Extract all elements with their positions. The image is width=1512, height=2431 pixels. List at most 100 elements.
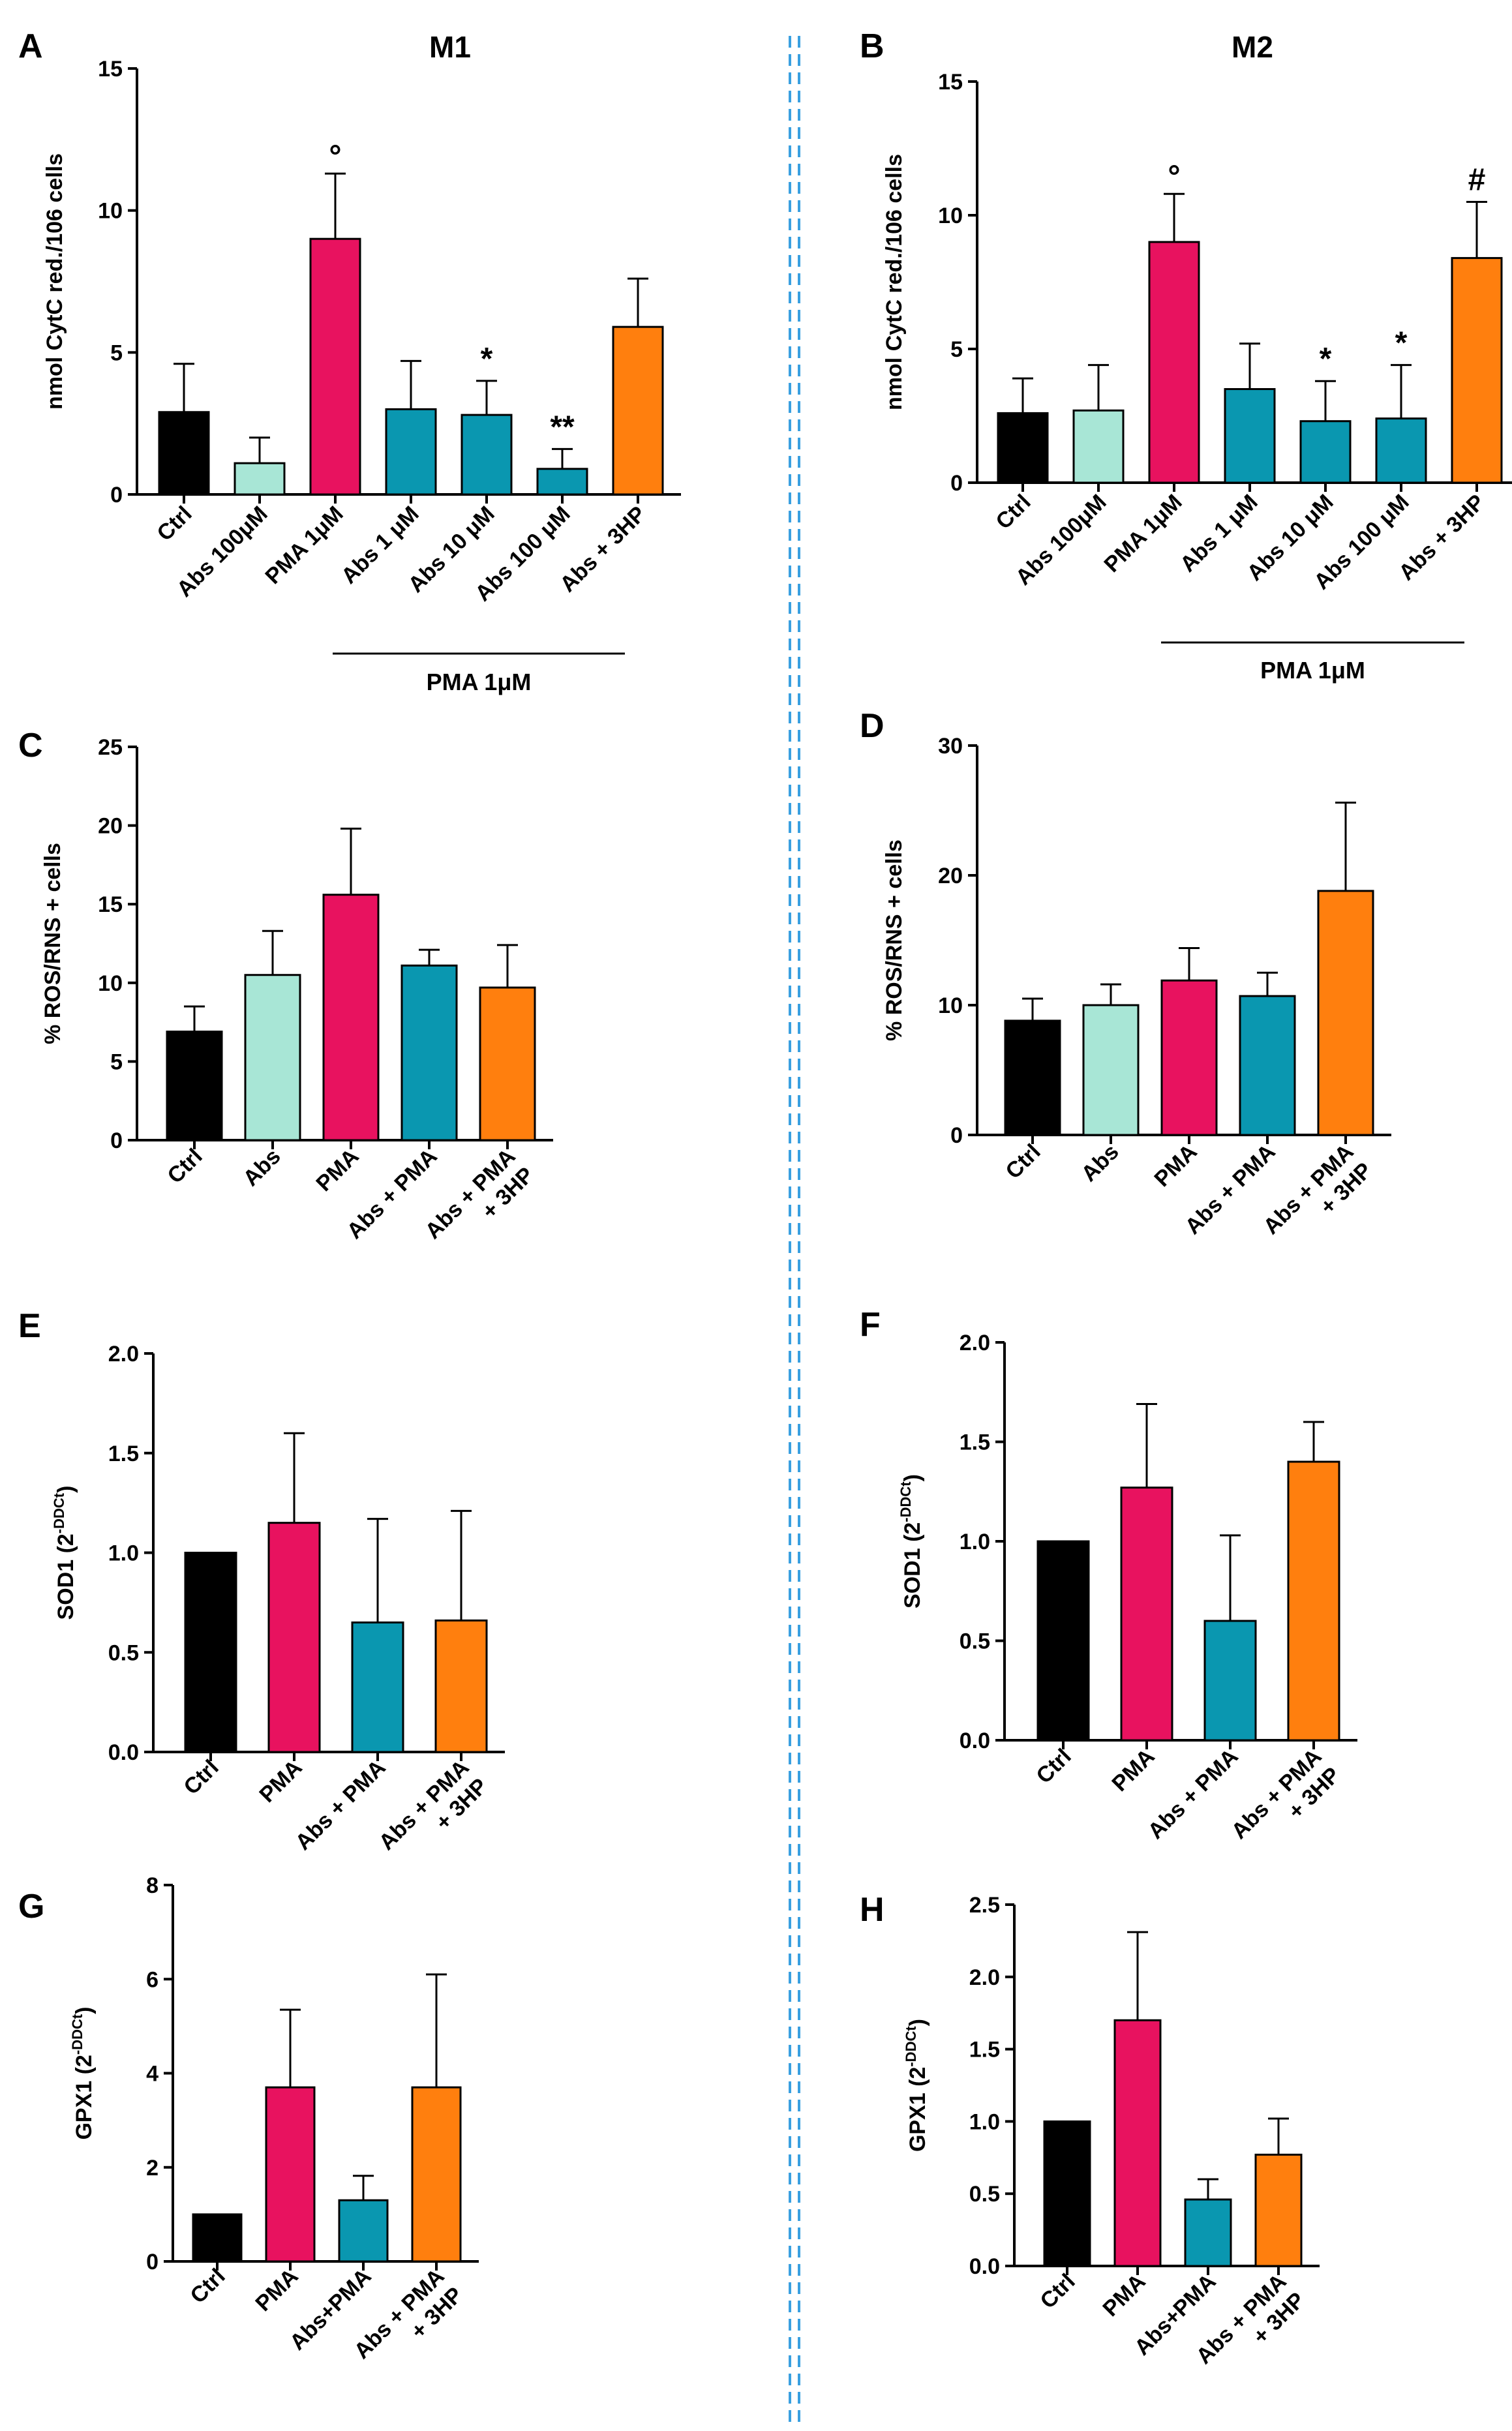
category-label-line: PMA xyxy=(254,1755,307,1807)
y-axis-label-end: ) xyxy=(53,1486,78,1493)
y-tick-label: 30 xyxy=(938,734,963,759)
y-tick-label: 15 xyxy=(98,57,123,82)
bar xyxy=(385,408,437,496)
bar xyxy=(166,1031,223,1141)
bar xyxy=(997,412,1049,484)
y-tick-label: 0.0 xyxy=(960,1729,990,1753)
y-tick-label: 1.5 xyxy=(108,1442,139,1466)
category-label-line: Ctrl xyxy=(179,1755,223,1800)
y-tick-label: 2 xyxy=(146,2156,159,2181)
y-axis-label: % ROS/RNS + cells xyxy=(882,839,907,1041)
category-label-line: Ctrl xyxy=(1001,1140,1045,1184)
category-label-line: PMA xyxy=(250,2264,303,2316)
y-axis-label: SOD1 (2-DDCt) xyxy=(898,1474,925,1608)
y-axis-label-end: ) xyxy=(72,2006,97,2014)
bar xyxy=(1203,1620,1257,1742)
category-label-line: PMA xyxy=(311,1144,363,1196)
bar xyxy=(411,2086,462,2263)
bar xyxy=(1184,2198,1232,2267)
significance-mark: * xyxy=(481,342,493,376)
bar xyxy=(267,1522,321,1753)
bar xyxy=(1120,1487,1173,1742)
significance-mark: * xyxy=(1395,326,1408,361)
y-tick-label: 5 xyxy=(950,337,963,362)
category-label: PMA xyxy=(254,1755,307,1807)
panel-letter: B xyxy=(860,27,885,65)
bar xyxy=(401,964,458,1141)
bar xyxy=(1287,1460,1340,1742)
y-tick-label: 0 xyxy=(110,1128,123,1153)
y-axis-label: nmol CytC red./106 cells xyxy=(882,154,907,410)
bar xyxy=(309,237,361,496)
category-label: Ctrl xyxy=(1035,2269,1080,2314)
y-axis-label: nmol CytC red./106 cells xyxy=(42,153,67,410)
bar xyxy=(1043,2120,1091,2267)
y-tick-label: 1.0 xyxy=(108,1541,139,1566)
y-tick-label: 15 xyxy=(98,892,123,917)
y-tick-label: 20 xyxy=(98,814,123,839)
y-tick-label: 2.0 xyxy=(108,1342,139,1366)
panel-letter: A xyxy=(18,27,43,65)
category-label-line: Ctrl xyxy=(152,502,196,546)
bar xyxy=(1113,2019,1162,2267)
y-axis-label-superscript: -DDCt xyxy=(903,2026,919,2067)
category-label: PMA xyxy=(311,1144,363,1196)
chart-title: M2 xyxy=(1232,30,1273,64)
bar xyxy=(244,974,301,1141)
y-tick-label: 1.0 xyxy=(969,2109,1000,2134)
y-tick-label: 20 xyxy=(938,864,963,888)
y-tick-label: 1.0 xyxy=(960,1530,990,1554)
panel-letter: D xyxy=(860,707,885,745)
bar xyxy=(192,2213,243,2263)
bar xyxy=(612,325,664,496)
significance-mark: ° xyxy=(329,140,341,174)
y-tick-label: 2.0 xyxy=(960,1331,990,1355)
y-tick-label: 0.5 xyxy=(108,1640,139,1665)
bar xyxy=(1148,241,1200,484)
chart-title: M1 xyxy=(429,30,471,64)
bar xyxy=(234,462,286,496)
panel-letter: C xyxy=(18,727,43,764)
panel-letter: G xyxy=(18,1888,44,1925)
bar xyxy=(1004,1019,1061,1136)
y-tick-label: 10 xyxy=(938,204,963,228)
bar xyxy=(184,1552,237,1753)
significance-mark: # xyxy=(1468,163,1486,198)
y-tick-label: 10 xyxy=(938,993,963,1018)
y-tick-label: 0 xyxy=(110,483,123,507)
y-tick-label: 0 xyxy=(146,2250,159,2274)
bar xyxy=(434,1619,488,1753)
category-label-line: Ctrl xyxy=(991,490,1035,534)
category-label: Abs + PMA xyxy=(1143,1744,1243,1844)
y-axis-label-superscript: -DDCt xyxy=(898,1481,914,1522)
bar xyxy=(338,2199,389,2263)
group-bracket-label: PMA 1μM xyxy=(427,669,532,695)
y-tick-label: 0 xyxy=(950,471,963,496)
panel-letter: H xyxy=(860,1891,885,1929)
significance-mark: ** xyxy=(550,410,575,444)
y-axis-label: GPX1 (2-DDCt) xyxy=(69,2006,97,2139)
y-tick-label: 2.5 xyxy=(969,1893,1000,1918)
category-label: Abs + PMA xyxy=(291,1755,391,1855)
y-tick-label: 2.0 xyxy=(969,1965,1000,1990)
category-label: Abs + PMA+ 3HP xyxy=(1227,1744,1345,1862)
bar xyxy=(461,414,513,496)
category-label: Ctrl xyxy=(162,1144,207,1188)
y-tick-label: 10 xyxy=(98,971,123,996)
bar xyxy=(1375,417,1427,484)
chart-panels: A M1 0 5 10 15 nmol CytC red./106 cells Ctrl Abs… xyxy=(18,27,1512,2369)
category-label: PMA 1μM xyxy=(1099,490,1187,577)
y-axis-label-main: GPX1 (2 xyxy=(905,2067,930,2152)
category-label-line: Ctrl xyxy=(1035,2269,1080,2314)
significance-mark: * xyxy=(1320,342,1332,376)
bar xyxy=(1224,388,1276,484)
category-label-line: PMA xyxy=(1149,1140,1202,1192)
category-label: Ctrl xyxy=(152,502,196,546)
bar xyxy=(158,411,210,496)
